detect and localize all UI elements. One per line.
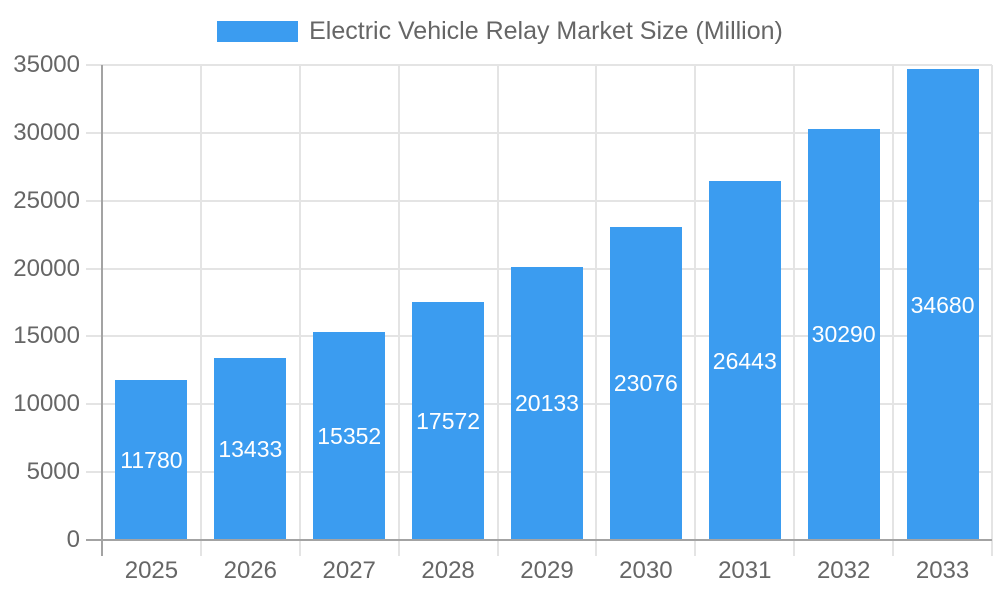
x-gridline — [298, 65, 301, 556]
bar-value-label: 11780 — [120, 447, 183, 474]
y-tick-label: 0 — [66, 526, 80, 553]
x-gridline — [694, 65, 697, 556]
bar[interactable] — [708, 181, 781, 540]
bar-value-label: 17572 — [416, 407, 481, 434]
bar[interactable] — [313, 331, 386, 540]
bar[interactable] — [906, 69, 979, 540]
y-tick-label: 5000 — [26, 458, 80, 486]
bar-value-label: 20133 — [515, 390, 579, 417]
x-tick-label: 2033 — [915, 557, 970, 584]
x-gridline — [991, 65, 993, 556]
bar[interactable] — [115, 380, 188, 540]
y-tick-label: 15000 — [13, 322, 80, 350]
x-gridline — [595, 65, 598, 556]
x-gridline — [199, 65, 202, 556]
y-axis-line — [101, 65, 103, 556]
bar-value-label: 30290 — [811, 321, 876, 348]
x-gridline — [496, 65, 499, 556]
bar-value-label: 34680 — [910, 291, 975, 318]
x-tick-label: 2030 — [619, 557, 673, 584]
x-axis-line — [86, 539, 992, 541]
y-gridline — [86, 64, 992, 66]
x-tick-label: 2031 — [718, 557, 772, 584]
bar-value-label: 13433 — [218, 435, 283, 462]
x-tick-label: 2028 — [421, 557, 475, 584]
y-tick-label: 30000 — [13, 118, 80, 146]
y-tick-label: 25000 — [13, 186, 80, 214]
bar[interactable] — [412, 301, 485, 540]
bar[interactable] — [609, 226, 682, 540]
y-tick-label: 20000 — [13, 254, 80, 282]
x-gridline — [892, 65, 895, 556]
legend-swatch — [217, 21, 299, 42]
x-tick-label: 2025 — [124, 557, 179, 584]
legend-label: Electric Vehicle Relay Market Size (Mill… — [309, 17, 783, 45]
x-tick-label: 2026 — [223, 557, 277, 584]
bar[interactable] — [214, 357, 287, 540]
x-gridline — [793, 65, 796, 556]
y-gridline — [86, 199, 992, 202]
x-tick-label: 2027 — [322, 557, 376, 584]
bar-value-label: 23076 — [613, 370, 678, 397]
bar[interactable] — [807, 128, 880, 540]
bar-value-label: 26443 — [712, 347, 777, 374]
bar[interactable] — [511, 266, 583, 540]
x-tick-label: 2032 — [816, 557, 871, 584]
y-tick-label: 10000 — [13, 390, 80, 418]
x-tick-label: 2029 — [520, 557, 574, 584]
bar-value-label: 15352 — [317, 422, 382, 449]
y-tick-label: 35000 — [13, 51, 80, 78]
x-gridline — [397, 65, 400, 556]
y-gridline — [86, 131, 992, 134]
legend[interactable]: Electric Vehicle Relay Market Size (Mill… — [0, 19, 1000, 44]
